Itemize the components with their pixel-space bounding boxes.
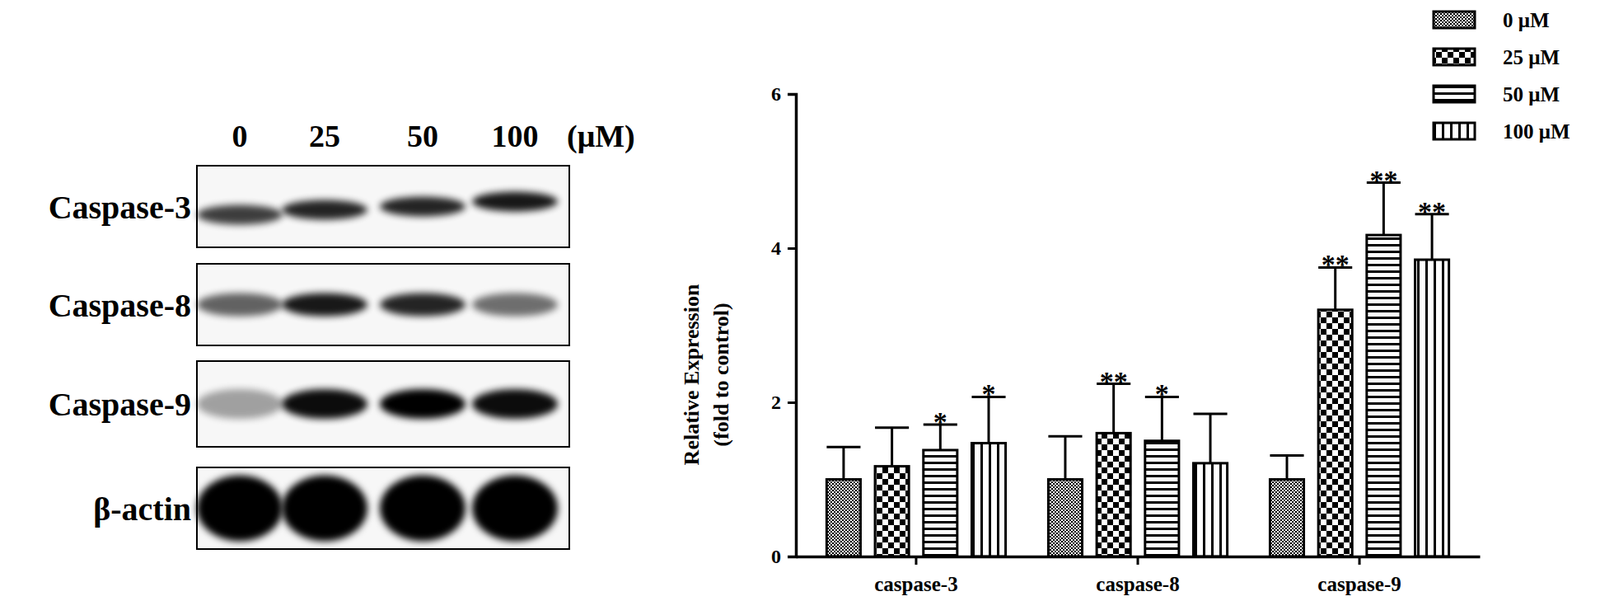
bar — [1047, 479, 1082, 557]
error-cap — [1192, 412, 1227, 416]
y-axis-title: (fold to control) — [709, 302, 734, 446]
error-cap — [826, 445, 861, 449]
x-tick-label: caspase-9 — [1317, 572, 1401, 595]
error-cap — [874, 425, 909, 429]
legend-swatch — [1433, 48, 1475, 66]
bar — [1415, 259, 1450, 557]
y-tick: 2 — [771, 391, 796, 413]
blot-band — [379, 388, 466, 419]
significance: ** — [1369, 164, 1398, 196]
bar — [874, 466, 909, 557]
y-axis-title: Relative Expression — [679, 283, 704, 465]
bar — [1269, 479, 1304, 557]
lane-label: 25 — [308, 118, 341, 154]
legend-swatch — [1433, 11, 1475, 29]
annotations: *********** — [933, 164, 1446, 438]
blot-band — [472, 475, 558, 542]
significance: * — [1155, 378, 1170, 409]
blot-band — [196, 293, 283, 317]
legend-swatch — [1433, 122, 1475, 140]
y-tick-label: 0 — [771, 545, 782, 567]
legend-label: 0 μM — [1502, 9, 1550, 32]
x-tick: caspase-3 — [874, 556, 958, 595]
y-tick-label: 6 — [771, 83, 782, 105]
blot-band — [379, 196, 466, 217]
y-tick: 0 — [771, 545, 796, 567]
error-bar — [890, 427, 894, 467]
blot-band — [281, 293, 368, 317]
x-tick-mark — [1136, 556, 1140, 565]
western-blot: 0 25 50 100 (μM) Caspase-3 Caspase-8 Caspase-9 β… — [48, 118, 636, 549]
lane-label: 0 — [232, 118, 248, 154]
legend-swatch — [1433, 85, 1475, 103]
blot-panel — [196, 263, 570, 346]
x-tick-mark — [914, 556, 917, 565]
significance: * — [933, 406, 948, 437]
plot-area — [826, 182, 1449, 557]
bar — [1318, 309, 1353, 557]
blot-band — [472, 388, 558, 419]
y-axis-line — [787, 94, 797, 557]
blot-band — [379, 293, 466, 317]
lane-label: 100 — [491, 118, 539, 154]
x-tick: caspase-8 — [1095, 556, 1179, 595]
blot-band — [196, 205, 283, 225]
bar — [826, 479, 861, 557]
blot-band — [281, 388, 368, 419]
error-cap — [1047, 435, 1082, 438]
blot-band — [196, 475, 283, 542]
significance: * — [981, 378, 996, 409]
row-label: β-actin — [93, 490, 192, 528]
row-label: Caspase-9 — [48, 385, 192, 423]
lane-label: 50 — [407, 118, 439, 154]
x-tick-label: caspase-3 — [874, 572, 958, 595]
significance: ** — [1321, 248, 1350, 280]
figure: 0 25 50 100 (μM) Caspase-3 Caspase-8 Caspase-9 β… — [0, 0, 1600, 615]
bar — [923, 449, 958, 557]
error-cap — [1269, 453, 1304, 457]
bar — [1192, 463, 1227, 557]
row-label: Caspase-8 — [48, 286, 192, 324]
blot-panel — [196, 360, 570, 447]
x-axis: caspase-3 caspase-8 caspase-9 — [796, 556, 1481, 595]
bar — [971, 443, 1006, 557]
bar — [1096, 432, 1131, 557]
y-tick: 6 — [771, 83, 796, 105]
legend: 0 μM 25 μM 50 μM 100 μM — [1433, 9, 1571, 143]
blot-panel — [196, 165, 570, 248]
y-tick-mark — [787, 401, 796, 404]
legend-label: 25 μM — [1502, 46, 1560, 69]
y-tick: 4 — [771, 237, 796, 259]
y-tick-mark — [787, 247, 796, 250]
significance: ** — [1417, 196, 1446, 227]
legend-label: 100 μM — [1502, 120, 1571, 143]
error-bar — [1063, 435, 1067, 479]
blot-panel — [196, 467, 570, 549]
error-bar — [1286, 455, 1289, 480]
significance: ** — [1099, 365, 1128, 397]
y-tick-mark — [787, 93, 796, 96]
bar — [1366, 234, 1401, 557]
x-tick-mark — [1358, 556, 1362, 565]
lane-unit: (μM) — [566, 118, 636, 155]
blot-band — [281, 200, 368, 220]
x-tick-label: caspase-8 — [1095, 572, 1179, 595]
y-tick-label: 4 — [771, 237, 782, 259]
legend-label: 50 μM — [1502, 83, 1560, 106]
y-axis: 0 2 4 6 — [771, 83, 797, 567]
blot-band — [472, 293, 558, 317]
error-bar — [842, 446, 845, 479]
blot-band — [196, 388, 283, 419]
y-tick-mark — [787, 555, 796, 558]
bar — [1145, 440, 1179, 557]
y-tick-label: 2 — [771, 391, 782, 413]
blot-band — [472, 191, 558, 212]
blot-band — [281, 475, 368, 542]
row-label: Caspase-3 — [48, 188, 192, 226]
blot-band — [379, 475, 466, 542]
error-bar — [1209, 413, 1212, 464]
x-tick: caspase-9 — [1317, 556, 1401, 595]
